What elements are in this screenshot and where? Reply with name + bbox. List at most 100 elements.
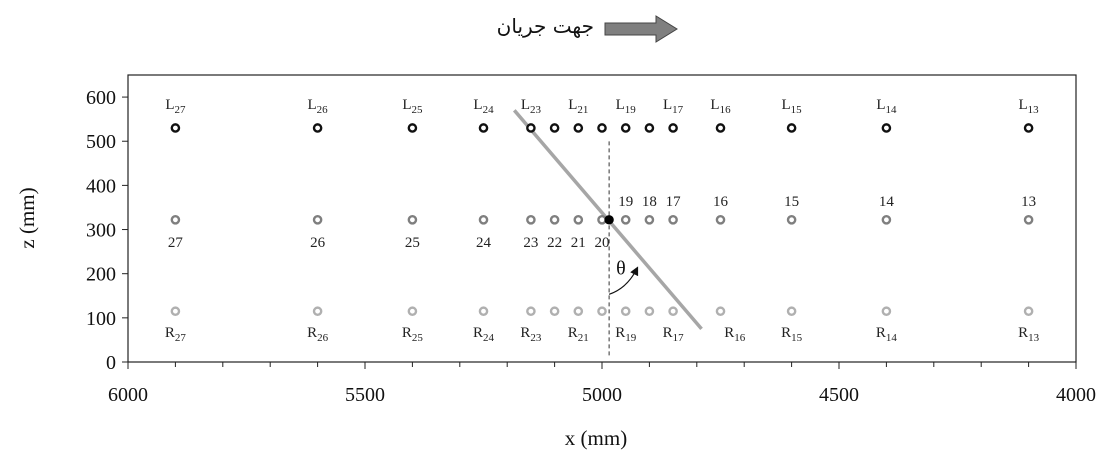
y-tick-label: 600 bbox=[86, 87, 116, 109]
point-r bbox=[407, 306, 418, 317]
point-l bbox=[170, 123, 181, 133]
flow-arrow-icon bbox=[604, 15, 678, 43]
point-m bbox=[478, 215, 489, 225]
point-l bbox=[715, 123, 726, 133]
point-m bbox=[170, 215, 181, 225]
x-tick-label: 5000 bbox=[582, 384, 622, 406]
point-label-r: R16 bbox=[724, 325, 746, 344]
point-l bbox=[312, 123, 323, 133]
point-labels: L27 L26 L25 L24 L23 L21 L19 L17 L16 L15 L14 L13 27 26… bbox=[165, 97, 1040, 344]
point-l bbox=[668, 123, 678, 133]
point-r bbox=[526, 306, 536, 317]
point-label-l: L16 bbox=[710, 97, 731, 116]
point-label-r: R24 bbox=[473, 325, 495, 344]
point-label-l: L25 bbox=[402, 97, 423, 116]
point-label-l: L15 bbox=[782, 97, 803, 116]
point-label-l: L21 bbox=[568, 97, 588, 116]
point-label-l: L13 bbox=[1019, 97, 1040, 116]
point-label-r: R23 bbox=[520, 325, 542, 344]
point-r bbox=[170, 306, 181, 317]
point-l bbox=[407, 123, 418, 133]
point-m bbox=[549, 215, 560, 225]
point-label-r: R26 bbox=[307, 325, 329, 344]
point-label-m: 27 bbox=[168, 235, 184, 251]
point-label-m: 18 bbox=[642, 194, 657, 210]
point-l bbox=[549, 123, 560, 133]
pier-center-point bbox=[604, 215, 614, 225]
y-tick-labels: 0 100 200 300 400 500 600 bbox=[86, 87, 116, 374]
point-r bbox=[312, 306, 323, 317]
point-m bbox=[668, 215, 678, 225]
axis-ticks bbox=[122, 96, 1077, 369]
point-r bbox=[573, 306, 584, 317]
point-label-m: 16 bbox=[713, 194, 729, 210]
point-label-m: 13 bbox=[1021, 194, 1036, 210]
y-tick-label: 0 bbox=[106, 352, 116, 374]
y-axis-title: z (mm) bbox=[15, 187, 39, 248]
y-tick-label: 200 bbox=[86, 264, 116, 286]
point-m bbox=[573, 215, 584, 225]
point-label-m: 15 bbox=[784, 194, 799, 210]
flow-direction: جهت جریان bbox=[497, 14, 678, 43]
point-r bbox=[478, 306, 489, 317]
point-m bbox=[786, 215, 797, 225]
point-label-l: L24 bbox=[473, 97, 494, 116]
point-label-m: 25 bbox=[405, 235, 420, 251]
point-m bbox=[715, 215, 726, 225]
point-label-m: 14 bbox=[879, 194, 895, 210]
point-l bbox=[786, 123, 797, 133]
point-r bbox=[786, 306, 797, 317]
point-label-r: R21 bbox=[568, 325, 589, 344]
x-tick-label: 4500 bbox=[819, 384, 859, 406]
point-l bbox=[573, 123, 584, 133]
point-label-r: R14 bbox=[876, 325, 898, 344]
point-label-l: L19 bbox=[616, 97, 637, 116]
point-r bbox=[644, 306, 655, 317]
point-label-r: R17 bbox=[663, 325, 685, 344]
chart-overlays: θ bbox=[512, 109, 703, 356]
point-m bbox=[620, 215, 631, 225]
y-tick-label: 100 bbox=[86, 308, 116, 330]
point-r bbox=[597, 306, 607, 317]
point-label-m: 17 bbox=[666, 194, 682, 210]
point-label-m: 21 bbox=[571, 235, 586, 251]
point-m bbox=[644, 215, 655, 225]
x-axis-title: x (mm) bbox=[565, 426, 627, 450]
angle-arc bbox=[608, 266, 639, 295]
point-label-r: R25 bbox=[402, 325, 424, 344]
x-tick-label: 5500 bbox=[345, 384, 385, 406]
point-l bbox=[620, 123, 631, 133]
point-l bbox=[597, 123, 607, 133]
point-l bbox=[1023, 123, 1034, 133]
point-m bbox=[407, 215, 418, 225]
point-l bbox=[881, 123, 892, 133]
y-tick-label: 300 bbox=[86, 220, 116, 242]
point-label-m: 19 bbox=[618, 194, 633, 210]
point-r bbox=[668, 306, 678, 317]
point-label-r: R15 bbox=[781, 325, 803, 344]
point-label-m: 24 bbox=[476, 235, 492, 251]
point-label-m: 26 bbox=[310, 235, 326, 251]
point-m bbox=[1023, 215, 1034, 225]
point-label-l: L14 bbox=[876, 97, 897, 116]
point-label-m: 23 bbox=[523, 235, 538, 251]
point-label-l: L26 bbox=[308, 97, 329, 116]
point-label-m: 20 bbox=[595, 235, 610, 251]
angle-label: θ bbox=[616, 257, 626, 279]
point-r bbox=[881, 306, 892, 317]
point-m bbox=[881, 215, 892, 225]
x-tick-labels: 6000 5500 5000 4500 4000 bbox=[108, 384, 1096, 406]
point-l bbox=[478, 123, 489, 133]
x-tick-label: 6000 bbox=[108, 384, 148, 406]
point-label-m: 22 bbox=[547, 235, 562, 251]
point-m bbox=[526, 215, 536, 225]
point-r bbox=[620, 306, 631, 317]
point-label-r: R13 bbox=[1018, 325, 1040, 344]
x-tick-label: 4000 bbox=[1056, 384, 1096, 406]
point-label-r: R27 bbox=[165, 325, 187, 344]
y-tick-label: 500 bbox=[86, 131, 116, 153]
point-label-l: L27 bbox=[165, 97, 186, 116]
point-label-r: R19 bbox=[615, 325, 637, 344]
point-r bbox=[1023, 306, 1034, 317]
